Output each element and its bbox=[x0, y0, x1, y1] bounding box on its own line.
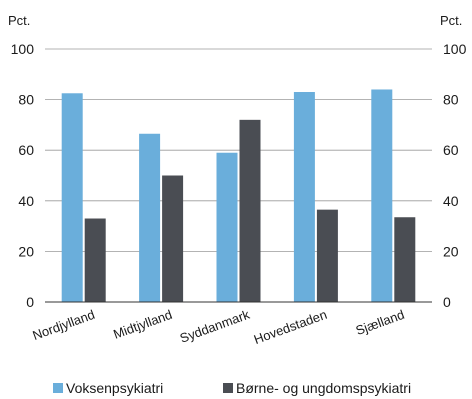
bar-boerne-ungdomspsykiatri-midtjylland bbox=[162, 175, 184, 302]
legend-item-series-1: Voksenpsykiatri bbox=[53, 380, 163, 396]
y-axis-unit-left: Pct. bbox=[8, 13, 30, 28]
y-tick-label-right: 0 bbox=[443, 294, 451, 310]
bar-chart-svg: 0 0 20 20 40 40 60 60 80 80 100 100 Nordjylland Midtj… bbox=[8, 13, 467, 347]
bar-boerne-ungdomspsykiatri-nordjylland bbox=[84, 218, 106, 302]
y-tick-label-left: 80 bbox=[18, 92, 34, 108]
bars bbox=[61, 89, 416, 303]
legend: Voksenpsykiatri Børne- og ungdomspsykiat… bbox=[0, 380, 472, 399]
y-tick-label-right: 100 bbox=[443, 41, 467, 57]
legend-swatch-series-2 bbox=[223, 383, 233, 393]
y-tick-label-left: 0 bbox=[26, 294, 34, 310]
bar-voksenpsykiatri-sjælland bbox=[371, 89, 393, 302]
bar-boerne-ungdomspsykiatri-hovedstaden bbox=[316, 209, 338, 302]
y-tick-label-right: 80 bbox=[443, 92, 459, 108]
y-tick-label-right: 60 bbox=[443, 142, 459, 158]
legend-swatch-series-1 bbox=[53, 383, 63, 393]
bar-voksenpsykiatri-nordjylland bbox=[61, 93, 83, 303]
y-tick-label-left: 40 bbox=[18, 193, 34, 209]
legend-item-series-2: Børne- og ungdomspsykiatri bbox=[223, 380, 411, 396]
y-tick-label-left: 100 bbox=[11, 41, 35, 57]
gridlines bbox=[45, 48, 432, 252]
bar-voksenpsykiatri-midtjylland bbox=[139, 133, 161, 302]
x-tick-label: Midtjylland bbox=[111, 307, 174, 342]
x-tick-label: Hovedstaden bbox=[252, 307, 329, 347]
x-tick-label: Syddanmark bbox=[178, 307, 252, 346]
x-tick-label: Sjælland bbox=[354, 307, 407, 338]
legend-label-series-2: Børne- og ungdomspsykiatri bbox=[236, 380, 412, 396]
bar-boerne-ungdomspsykiatri-sjælland bbox=[394, 217, 416, 302]
y-tick-label-left: 20 bbox=[18, 243, 34, 259]
bar-boerne-ungdomspsykiatri-syddanmark bbox=[239, 119, 261, 302]
y-tick-label-left: 60 bbox=[18, 142, 34, 158]
y-tick-label-right: 20 bbox=[443, 243, 459, 259]
bar-voksenpsykiatri-hovedstaden bbox=[293, 92, 315, 302]
bar-voksenpsykiatri-syddanmark bbox=[216, 152, 238, 302]
y-axis-unit-right: Pct. bbox=[440, 13, 462, 28]
y-tick-label-right: 40 bbox=[443, 193, 459, 209]
legend-label-series-1: Voksenpsykiatri bbox=[66, 380, 164, 396]
x-tick-label: Nordjylland bbox=[30, 307, 96, 343]
